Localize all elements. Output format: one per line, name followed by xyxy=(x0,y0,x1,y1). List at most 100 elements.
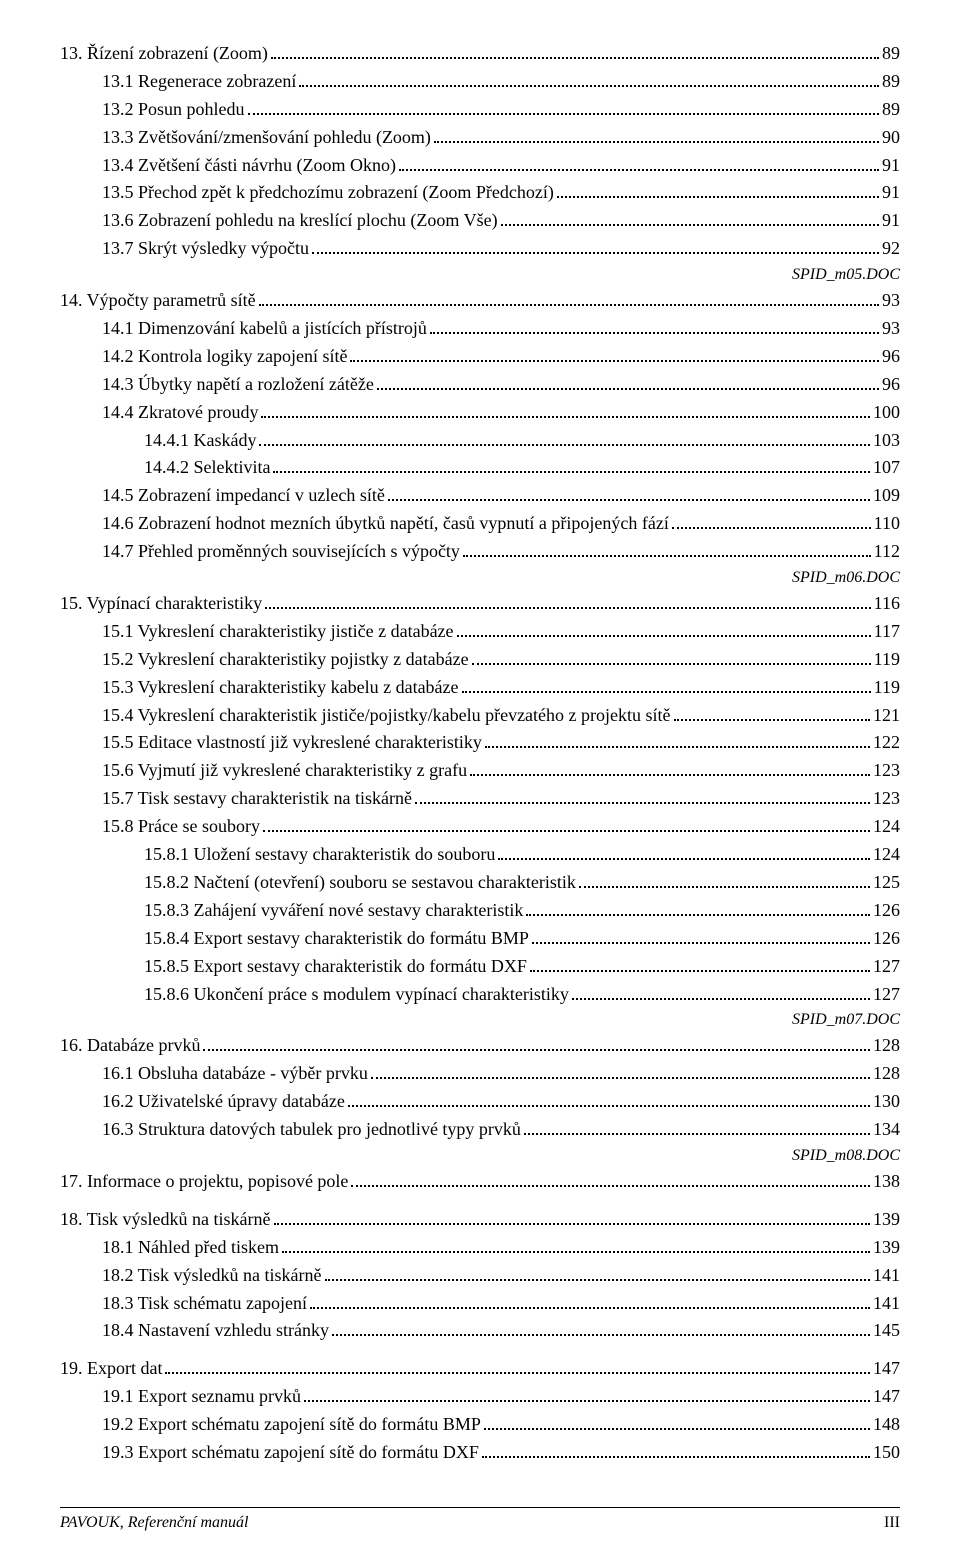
toc-entry[interactable]: 15.2 Vykreslení charakteristiky pojistky… xyxy=(60,646,900,674)
toc-entry[interactable]: 15.8.2 Načtení (otevření) souboru se ses… xyxy=(60,869,900,897)
toc-leader-dots xyxy=(248,100,879,115)
toc-entry[interactable]: 15.4 Vykreslení charakteristik jističe/p… xyxy=(60,702,900,730)
toc-leader-dots xyxy=(482,1443,870,1458)
toc-entry-page: 96 xyxy=(882,343,900,371)
toc-entry-label: 13.4 Zvětšení části návrhu (Zoom Okno) xyxy=(102,152,396,180)
toc-entry[interactable]: 15.1 Vykreslení charakteristiky jističe … xyxy=(60,618,900,646)
toc-entry[interactable]: 15.8.1 Uložení sestavy charakteristik do… xyxy=(60,841,900,869)
toc-entry[interactable]: 15.3 Vykreslení charakteristiky kabelu z… xyxy=(60,674,900,702)
toc-entry-page: 91 xyxy=(882,207,900,235)
toc-entry[interactable]: 15.8.5 Export sestavy charakteristik do … xyxy=(60,953,900,981)
toc-entry[interactable]: 15.8.6 Ukončení práce s modulem vypínací… xyxy=(60,981,900,1009)
toc-entry[interactable]: 15. Vypínací charakteristiky116 xyxy=(60,590,900,618)
toc-entry[interactable]: 18.2 Tisk výsledků na tiskárně141 xyxy=(60,1262,900,1290)
toc-entry-page: 138 xyxy=(873,1168,900,1196)
toc-entry[interactable]: 18.4 Nastavení vzhledu stránky145 xyxy=(60,1317,900,1345)
footer-page-number: III xyxy=(884,1514,900,1532)
toc-entry-label: 13.5 Přechod zpět k předchozímu zobrazen… xyxy=(102,179,554,207)
toc-entry[interactable]: 14.2 Kontrola logiky zapojení sítě96 xyxy=(60,343,900,371)
toc-entry-label: 15.8.6 Ukončení práce s modulem vypínací… xyxy=(144,981,569,1009)
toc-entry-page: 107 xyxy=(873,454,900,482)
toc-entry-page: 127 xyxy=(873,981,900,1009)
toc-entry-page: 122 xyxy=(873,729,900,757)
toc-leader-dots xyxy=(325,1266,870,1281)
toc-entry[interactable]: 14.4 Zkratové proudy100 xyxy=(60,399,900,427)
toc-leader-dots xyxy=(472,650,871,665)
toc-entry-page: 134 xyxy=(873,1116,900,1144)
toc-leader-dots xyxy=(430,319,879,334)
toc-entry[interactable]: 18.3 Tisk schématu zapojení141 xyxy=(60,1290,900,1318)
toc-entry[interactable]: 15.8.4 Export sestavy charakteristik do … xyxy=(60,925,900,953)
toc-entry[interactable]: 15.8.3 Zahájení vyváření nové sestavy ch… xyxy=(60,897,900,925)
toc-entry[interactable]: 14. Výpočty parametrů sítě93 xyxy=(60,287,900,315)
toc-leader-dots xyxy=(388,487,870,502)
toc-entry-page: 91 xyxy=(882,152,900,180)
toc-leader-dots xyxy=(273,459,870,474)
toc-entry[interactable]: 19.2 Export schématu zapojení sítě do fo… xyxy=(60,1411,900,1439)
toc-leader-dots xyxy=(259,431,870,446)
toc-leader-dots xyxy=(457,622,871,637)
toc-leader-dots xyxy=(271,44,879,59)
toc-leader-dots xyxy=(310,1294,870,1309)
toc-entry-label: 16. Databáze prvků xyxy=(60,1032,200,1060)
toc-leader-dots xyxy=(463,543,871,558)
toc-entry[interactable]: 15.7 Tisk sestavy charakteristik na tisk… xyxy=(60,785,900,813)
toc-leader-dots xyxy=(312,240,879,255)
toc-entry[interactable]: 16.2 Uživatelské úpravy databáze130 xyxy=(60,1088,900,1116)
toc-entry[interactable]: 15.5 Editace vlastností již vykreslené c… xyxy=(60,729,900,757)
toc-entry-label: 13.3 Zvětšování/zmenšování pohledu (Zoom… xyxy=(102,124,431,152)
toc-entry[interactable]: 16.1 Obsluha databáze - výběr prvku128 xyxy=(60,1060,900,1088)
toc-leader-dots xyxy=(265,594,871,609)
toc-entry[interactable]: 18. Tisk výsledků na tiskárně139 xyxy=(60,1206,900,1234)
toc-leader-dots xyxy=(371,1065,870,1080)
toc-leader-dots xyxy=(203,1037,870,1052)
toc-entry-label: 18.4 Nastavení vzhledu stránky xyxy=(102,1317,329,1345)
toc-entry[interactable]: 13.2 Posun pohledu89 xyxy=(60,96,900,124)
toc-leader-dots xyxy=(434,128,879,143)
toc-entry[interactable]: 16.3 Struktura datových tabulek pro jedn… xyxy=(60,1116,900,1144)
toc-entry[interactable]: 13.6 Zobrazení pohledu na kreslící ploch… xyxy=(60,207,900,235)
toc-entry-label: 15. Vypínací charakteristiky xyxy=(60,590,262,618)
toc-entry[interactable]: 16. Databáze prvků128 xyxy=(60,1032,900,1060)
toc-entry[interactable]: 13.3 Zvětšování/zmenšování pohledu (Zoom… xyxy=(60,124,900,152)
toc-entry-label: 19.1 Export seznamu prvků xyxy=(102,1383,301,1411)
toc-entry-page: 93 xyxy=(882,287,900,315)
toc-entry[interactable]: 15.6 Vyjmutí již vykreslené charakterist… xyxy=(60,757,900,785)
toc-entry[interactable]: 13.7 Skrýt výsledky výpočtu 92 xyxy=(60,235,900,263)
toc-leader-dots xyxy=(399,156,879,171)
toc-leader-dots xyxy=(498,845,870,860)
toc-entry-page: 109 xyxy=(873,482,900,510)
toc-entry-page: 100 xyxy=(873,399,900,427)
toc-entry-label: 15.8.2 Načtení (otevření) souboru se ses… xyxy=(144,869,576,897)
toc-entry[interactable]: 13.5 Přechod zpět k předchozímu zobrazen… xyxy=(60,179,900,207)
toc-entry-page: 103 xyxy=(873,427,900,455)
toc-entry-label: 18.3 Tisk schématu zapojení xyxy=(102,1290,307,1318)
toc-entry[interactable]: 14.4.2 Selektivita107 xyxy=(60,454,900,482)
toc-entry[interactable]: 14.4.1 Kaskády103 xyxy=(60,427,900,455)
toc-entry[interactable]: 14.7 Přehled proměnných souvisejících s … xyxy=(60,538,900,566)
toc-leader-dots xyxy=(572,985,870,1000)
toc-entry-label: 16.2 Uživatelské úpravy databáze xyxy=(102,1088,345,1116)
toc-entry[interactable]: 18.1 Náhled před tiskem139 xyxy=(60,1234,900,1262)
toc-entry[interactable]: 19. Export dat147 xyxy=(60,1355,900,1383)
toc-entry[interactable]: 13. Řízení zobrazení (Zoom)89 xyxy=(60,40,900,68)
toc-entry[interactable]: 14.1 Dimenzování kabelů a jistících přís… xyxy=(60,315,900,343)
toc-entry-page: 139 xyxy=(873,1234,900,1262)
toc-entry[interactable]: 13.1 Regenerace zobrazení89 xyxy=(60,68,900,96)
toc-entry[interactable]: 19.3 Export schématu zapojení sítě do fo… xyxy=(60,1439,900,1467)
toc-entry-label: 13.7 Skrýt výsledky výpočtu xyxy=(102,235,309,263)
toc-entry-page: 147 xyxy=(873,1383,900,1411)
toc-entry[interactable]: 13.4 Zvětšení části návrhu (Zoom Okno) 91 xyxy=(60,152,900,180)
toc-entry[interactable]: 14.3 Úbytky napětí a rozložení zátěže96 xyxy=(60,371,900,399)
toc-entry-page: 92 xyxy=(882,235,900,263)
toc-entry[interactable]: 14.6 Zobrazení hodnot mezních úbytků nap… xyxy=(60,510,900,538)
toc-leader-dots xyxy=(351,1172,870,1187)
toc-entry[interactable]: 17. Informace o projektu, popisové pole1… xyxy=(60,1168,900,1196)
toc-leader-dots xyxy=(282,1238,870,1253)
toc-entry[interactable]: 15.8 Práce se soubory124 xyxy=(60,813,900,841)
toc-entry-page: 126 xyxy=(873,897,900,925)
toc-entry[interactable]: 19.1 Export seznamu prvků 147 xyxy=(60,1383,900,1411)
toc-entry-page: 93 xyxy=(882,315,900,343)
toc-entry[interactable]: 14.5 Zobrazení impedancí v uzlech sítě10… xyxy=(60,482,900,510)
toc-entry-page: 119 xyxy=(874,646,900,674)
